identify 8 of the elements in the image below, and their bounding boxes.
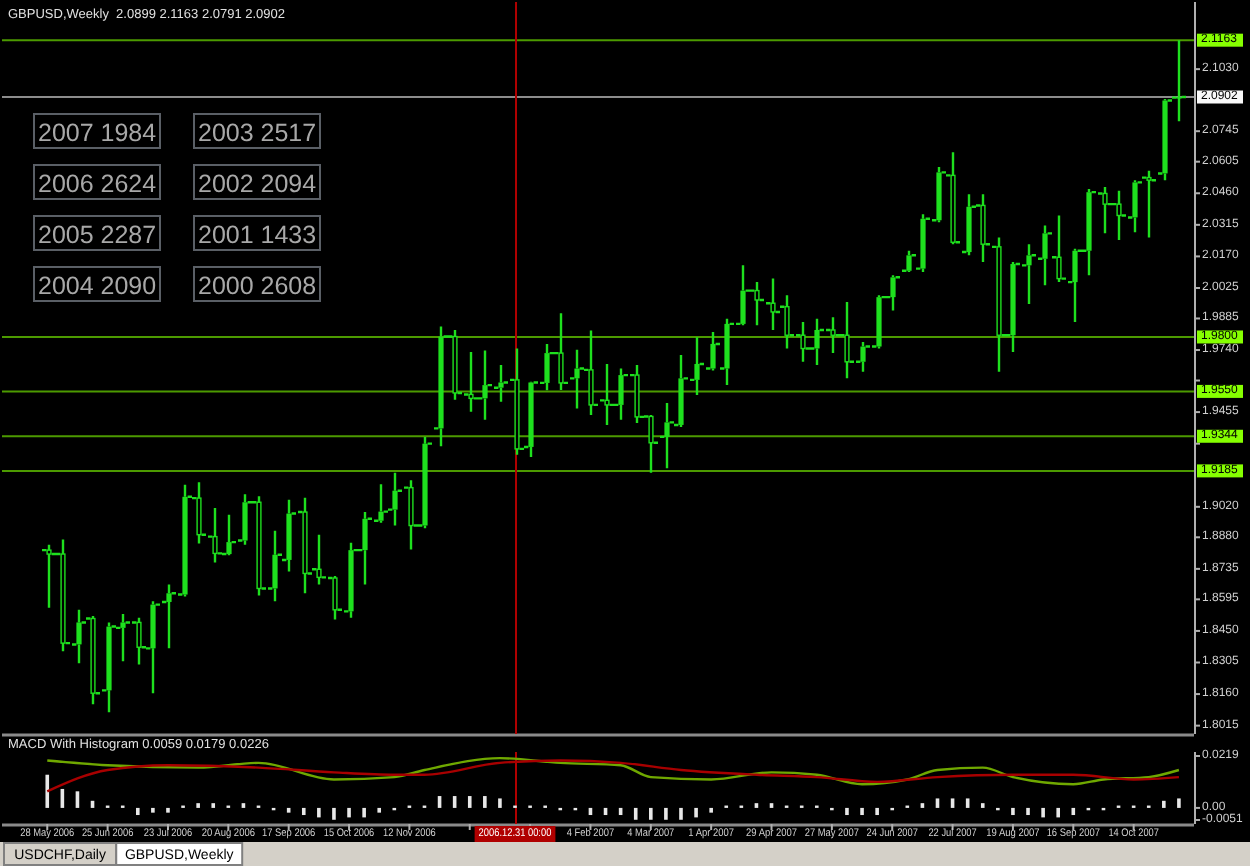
annotation: 2004 2090 bbox=[38, 272, 157, 300]
annotation: 2007 1984 bbox=[38, 119, 157, 147]
annotation: 2003 2517 bbox=[198, 119, 317, 147]
annotation: 2006 2624 bbox=[38, 170, 157, 198]
annotation: 2001 1433 bbox=[198, 221, 317, 249]
annotation: 2005 2287 bbox=[38, 221, 157, 249]
annotation: 2000 2608 bbox=[198, 272, 317, 300]
annotation: 2002 2094 bbox=[198, 170, 317, 198]
